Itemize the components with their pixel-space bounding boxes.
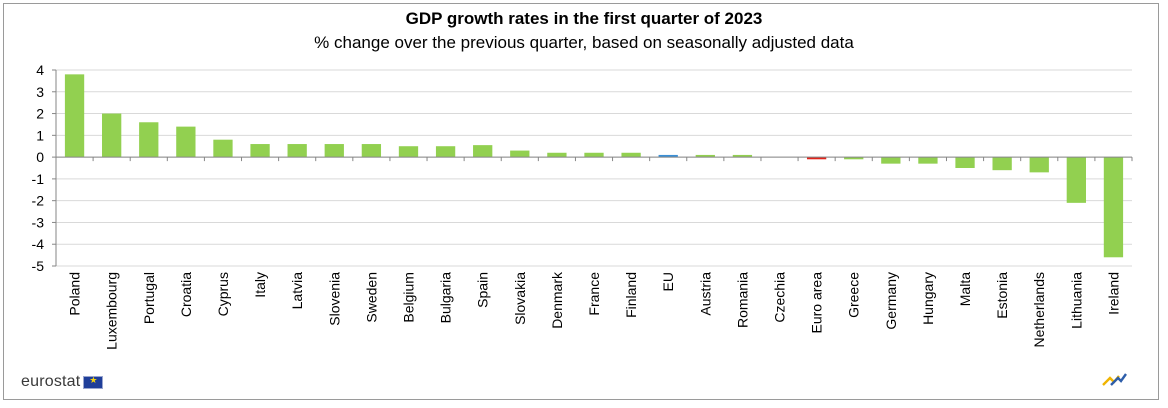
x-tick-label: Poland xyxy=(67,272,83,316)
bar xyxy=(584,152,604,158)
x-tick-label: Czechia xyxy=(772,272,788,323)
x-tick-label: Cyprus xyxy=(215,272,231,316)
y-tick-label: 4 xyxy=(36,62,44,78)
chart-title: GDP growth rates in the first quarter of… xyxy=(405,9,763,28)
bar xyxy=(435,146,456,158)
x-tick-label: Portugal xyxy=(141,272,157,324)
x-tick-label: Ireland xyxy=(1105,272,1121,315)
chart-frame xyxy=(3,3,1159,400)
bar xyxy=(139,122,159,158)
bar xyxy=(213,139,233,158)
bar xyxy=(324,144,344,158)
x-tick-label: Bulgaria xyxy=(438,272,454,324)
y-tick-label: 1 xyxy=(36,127,44,143)
x-tick-label: Hungary xyxy=(920,272,936,325)
bar xyxy=(621,152,641,158)
x-tick-label: Netherlands xyxy=(1031,272,1047,348)
bar xyxy=(102,113,122,158)
x-tick-label: Sweden xyxy=(363,272,379,323)
y-tick-label: 2 xyxy=(36,106,44,122)
y-tick-label: -1 xyxy=(32,171,45,187)
y-tick-label: 3 xyxy=(36,84,44,100)
bar xyxy=(658,154,678,158)
bar xyxy=(732,154,753,158)
bar xyxy=(64,74,85,158)
x-tick-label: Germany xyxy=(883,272,899,330)
bar xyxy=(287,144,307,158)
x-tick-label: Spain xyxy=(475,272,491,308)
bar xyxy=(547,152,567,158)
x-tick-label: Croatia xyxy=(178,272,194,317)
x-tick-label: Romania xyxy=(734,272,750,328)
bar-chart: 4 3 2 1 0 -1 -2 -3 -4 -5 Poland Luxembourg Portugal C… xyxy=(32,62,1133,350)
y-tick-label: -5 xyxy=(32,258,45,274)
bar xyxy=(918,157,938,164)
x-tick-label: Lithuania xyxy=(1068,272,1084,329)
x-tick-label: Greece xyxy=(846,272,862,318)
eurostat-logo: eurostat xyxy=(21,373,104,391)
x-tick-label: Euro area xyxy=(809,272,825,334)
x-tick-label: Estonia xyxy=(994,272,1010,319)
x-tick-label: Luxembourg xyxy=(104,272,120,350)
x-tick-label: Finland xyxy=(623,272,639,318)
bar xyxy=(881,157,901,164)
x-tick-label: Italy xyxy=(252,272,268,298)
eu-flag-icon xyxy=(83,375,104,389)
bar xyxy=(473,145,493,158)
bar xyxy=(250,144,270,158)
bar xyxy=(992,157,1012,171)
logo-text: eurostat xyxy=(21,373,81,390)
x-tick-label: Denmark xyxy=(549,271,565,329)
x-tick-label: Slovakia xyxy=(512,272,528,325)
chart-subtitle: % change over the previous quarter, base… xyxy=(314,33,854,52)
x-tick-label: Belgium xyxy=(400,272,416,323)
y-tick-label: -4 xyxy=(32,236,45,252)
bar xyxy=(806,157,827,160)
x-tick-label: Latvia xyxy=(289,272,305,310)
eurostat-mark-icon xyxy=(1102,373,1127,386)
x-tick-label: Malta xyxy=(957,272,973,306)
bar xyxy=(361,144,382,158)
y-tick-label: -3 xyxy=(32,214,45,230)
x-tick-label: France xyxy=(586,272,602,316)
bar xyxy=(844,157,864,160)
bar xyxy=(510,150,530,158)
bar xyxy=(1029,157,1049,173)
y-tick-label: 0 xyxy=(36,149,44,165)
x-tick-label: EU xyxy=(660,272,676,291)
x-tick-label: Austria xyxy=(697,272,713,316)
bar xyxy=(398,146,419,158)
bar xyxy=(176,126,196,158)
bar xyxy=(955,157,975,168)
y-tick-label: -2 xyxy=(32,193,45,209)
bar xyxy=(1103,157,1124,258)
bar xyxy=(1066,157,1086,203)
bar xyxy=(695,154,715,158)
x-tick-label: Slovenia xyxy=(326,272,342,326)
